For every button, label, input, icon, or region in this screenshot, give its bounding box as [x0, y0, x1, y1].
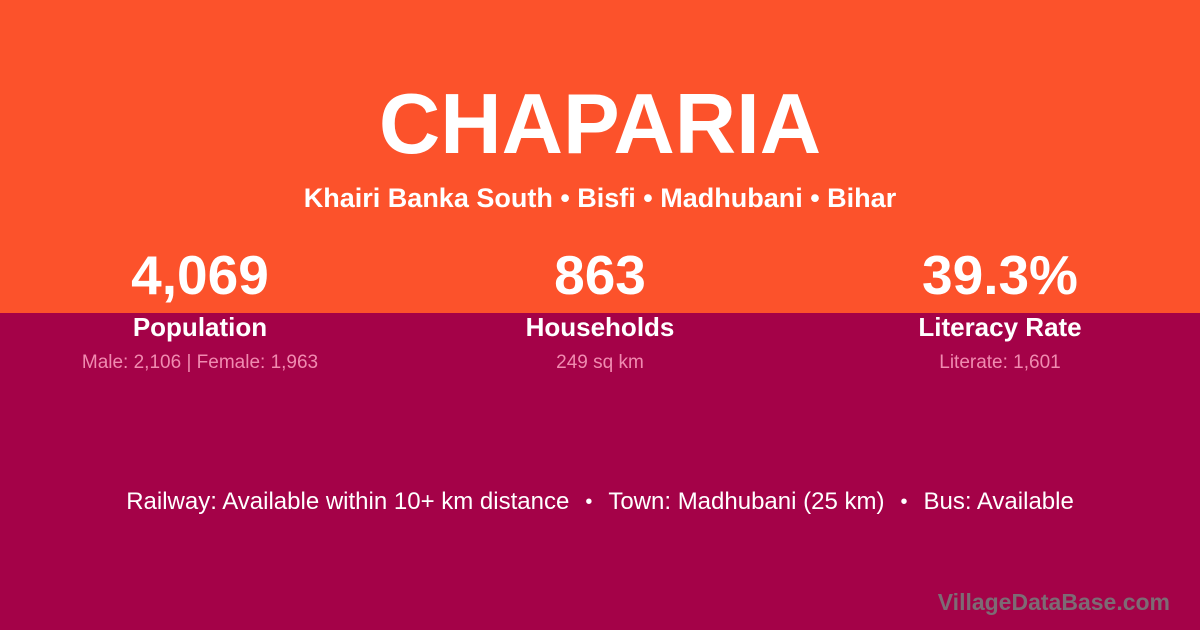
- population-label: Population: [132, 312, 268, 342]
- population-detail: Male: 2,106 | Female: 1,963: [81, 352, 319, 373]
- literacy-label: Literacy Rate: [918, 312, 1082, 342]
- nearest-town: Town: Madhubani (25 km): [608, 488, 885, 515]
- households-detail: 249 sq km: [556, 352, 644, 373]
- literacy-value: 39.3%: [922, 244, 1078, 306]
- location-breadcrumb: Khairi Banka South • Bisfi • Madhubani •…: [303, 183, 897, 213]
- population-value: 4,069: [131, 244, 269, 306]
- watermark-brand: VillageDataBase.com: [937, 589, 1170, 615]
- stat-population: 4,069 Population Male: 2,106 | Female: 1…: [0, 245, 400, 375]
- households-value: 863: [554, 244, 646, 306]
- stat-households: 863 Households 249 sq km: [400, 245, 800, 375]
- railway-availability: Railway: Available within 10+ km distanc…: [126, 488, 570, 515]
- amenities-line: Railway: Available within 10+ km distanc…: [0, 487, 1200, 517]
- bus-availability: Bus: Available: [923, 488, 1074, 515]
- stats-row: 4,069 Population Male: 2,106 | Female: 1…: [0, 245, 1200, 375]
- households-label: Households: [525, 312, 675, 342]
- stat-literacy: 39.3% Literacy Rate Literate: 1,601: [800, 245, 1200, 375]
- bullet-separator: •: [900, 491, 908, 513]
- literacy-detail: Literate: 1,601: [939, 352, 1061, 373]
- village-title: CHAPARIA: [378, 77, 822, 172]
- bullet-separator: •: [585, 491, 593, 513]
- crimson-background-band: [0, 313, 1200, 630]
- orange-background-band: [0, 0, 1200, 313]
